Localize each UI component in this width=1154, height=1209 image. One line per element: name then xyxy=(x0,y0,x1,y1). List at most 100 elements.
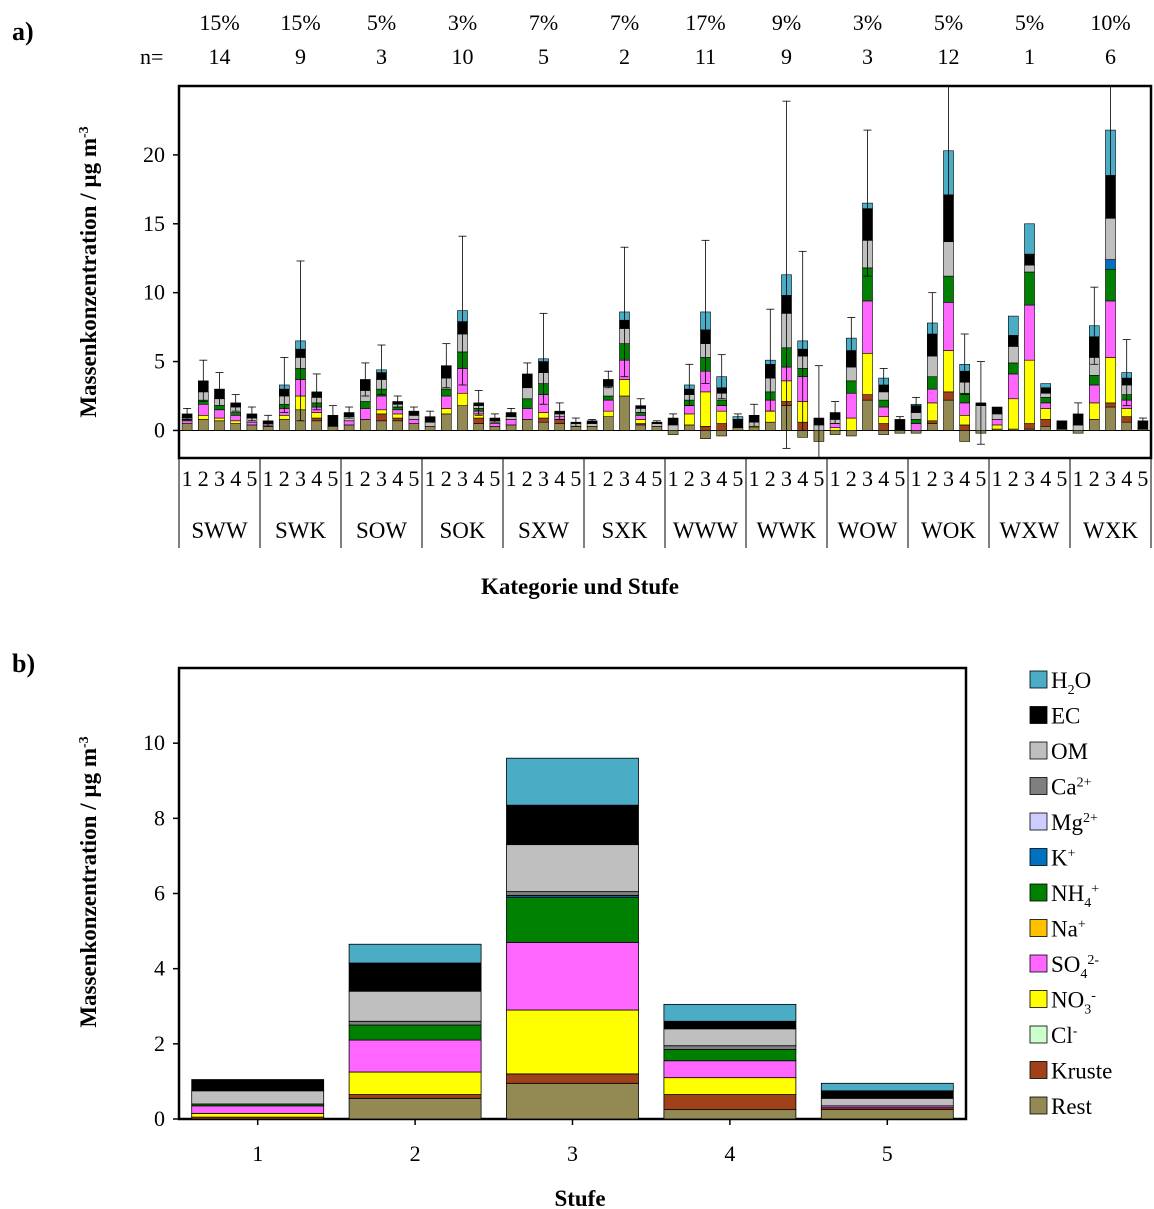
bar-segment-rest xyxy=(862,399,873,431)
legend-swatch-so4 xyxy=(1029,954,1048,973)
stage-label: 4 xyxy=(716,466,727,491)
category-percentage: 7% xyxy=(610,10,639,35)
bar-segment-no3 xyxy=(440,408,452,415)
legend-superscript: + xyxy=(1068,847,1076,862)
stage-label: 5 xyxy=(327,466,338,491)
legend-label-ca: Ca2+ xyxy=(1051,775,1092,800)
legend-label-cl: Cl- xyxy=(1051,1023,1078,1048)
stage-label: 5 xyxy=(246,466,257,491)
stage-label: 5 xyxy=(975,466,986,491)
stage-label: 3 xyxy=(457,466,468,491)
category-n-count: 12 xyxy=(938,44,960,69)
legend-swatch-na xyxy=(1029,919,1048,937)
bar-segment-om xyxy=(505,416,517,420)
bar-segment-rest xyxy=(521,419,533,431)
bar-segment-nh4 xyxy=(1089,375,1100,386)
bar-segment-so4 xyxy=(991,419,1003,426)
stage-label: 2 xyxy=(522,466,533,491)
stage-label: 5 xyxy=(1056,466,1067,491)
bar-segment-rest xyxy=(327,426,339,431)
bar-segment-om xyxy=(910,412,922,420)
bar-segment-om xyxy=(926,355,938,378)
legend-subscript: 4 xyxy=(1080,967,1087,982)
bar-segment-so4 xyxy=(602,399,614,412)
bar-segment-no3 xyxy=(700,391,711,427)
a-y-tick-label: 5 xyxy=(154,349,165,374)
legend-swatch-cl xyxy=(1029,1025,1048,1044)
bar-segment-so4 xyxy=(683,405,695,415)
legend-superscript: + xyxy=(1091,882,1099,897)
stage-label: 3 xyxy=(1105,466,1116,491)
stage-label: 5 xyxy=(732,466,743,491)
bar-segment-so4 xyxy=(246,421,258,426)
b-bar-segment-kruste xyxy=(506,1073,639,1084)
bar-segment-om xyxy=(408,414,420,420)
b-bar-segment-h2o xyxy=(506,757,639,806)
panel-b-y-axis-title: Massenkonzentration / µg m-3 xyxy=(76,736,101,1027)
bar-segment-so4 xyxy=(440,395,452,409)
legend-label-no3: NO3- xyxy=(1051,988,1096,1018)
bar-segment-no3 xyxy=(230,420,241,424)
bar-segment-no3 xyxy=(829,427,841,431)
bar-segment-kruste xyxy=(1024,423,1035,430)
bar-segment-rest xyxy=(926,423,938,431)
panel-b-x-axis-title: Stufe xyxy=(554,1186,605,1209)
bar-segment-nh4 xyxy=(1024,271,1035,306)
bar-segment-rest xyxy=(343,424,355,431)
legend-base: K xyxy=(1051,846,1068,871)
category-percentage: 3% xyxy=(448,10,477,35)
b-bar-segment-nh4 xyxy=(663,1049,797,1062)
bar-segment-rest xyxy=(570,426,582,431)
bar-segment-om xyxy=(878,391,890,401)
category-percentage: 7% xyxy=(529,10,558,35)
category-percentage: 10% xyxy=(1090,10,1130,35)
stage-label: 4 xyxy=(554,466,565,491)
bar-segment-so4 xyxy=(943,302,954,351)
legend-label-kruste: Kruste xyxy=(1051,1059,1112,1084)
bar-segment-no3 xyxy=(878,416,890,424)
stage-label: 2 xyxy=(684,466,695,491)
bar-segment-so4 xyxy=(343,420,355,426)
bar-segment-kruste xyxy=(554,419,566,424)
a-bars-group xyxy=(181,86,1149,458)
stage-label: 1 xyxy=(587,466,598,491)
bar-segment-so4 xyxy=(359,408,371,420)
bar-segment-rest xyxy=(198,419,209,431)
bar-segment-rest xyxy=(246,424,258,431)
bar-segment-ec xyxy=(1040,387,1051,394)
bar-segment-rest xyxy=(538,421,549,431)
category-n-count: 3 xyxy=(376,44,387,69)
bar-segment-no3 xyxy=(635,419,647,424)
b-bar-segment-no3 xyxy=(348,1071,482,1095)
bar-segment-ec xyxy=(732,419,744,428)
category-percentage: 17% xyxy=(685,10,725,35)
legend-base: Cl xyxy=(1051,1023,1073,1048)
bar-segment-no3 xyxy=(862,352,873,395)
stage-label: 2 xyxy=(441,466,452,491)
bar-segment-no3 xyxy=(1089,402,1100,420)
stage-label: 1 xyxy=(344,466,355,491)
bar-segment-no3 xyxy=(764,410,776,423)
category-percentage: 5% xyxy=(367,10,396,35)
stage-label: 5 xyxy=(813,466,824,491)
b-bar-segment-om xyxy=(348,990,482,1022)
legend-superscript: + xyxy=(1078,918,1086,933)
bar-segment-rest xyxy=(181,423,193,431)
bar-segment-nh4 xyxy=(214,405,225,411)
bar-segment-rest xyxy=(359,419,371,431)
b-bar-segment-so4 xyxy=(506,941,639,1011)
bar-segment-rest xyxy=(716,430,728,437)
bar-segment-so4 xyxy=(862,300,873,354)
bar-segment-no3 xyxy=(311,412,323,419)
b-y-tick-label: 0 xyxy=(154,1106,165,1131)
bar-segment-nh4 xyxy=(230,412,241,416)
stage-label: 3 xyxy=(1024,466,1035,491)
bar-segment-rest xyxy=(586,426,598,431)
stage-label: 1 xyxy=(668,466,679,491)
legend-swatch-no3 xyxy=(1029,990,1048,1008)
bar-segment-k xyxy=(1105,259,1116,270)
bar-segment-rest xyxy=(748,427,760,431)
stage-label: 4 xyxy=(959,466,970,491)
bar-segment-om xyxy=(1007,346,1019,364)
bar-segment-no3 xyxy=(959,414,971,426)
